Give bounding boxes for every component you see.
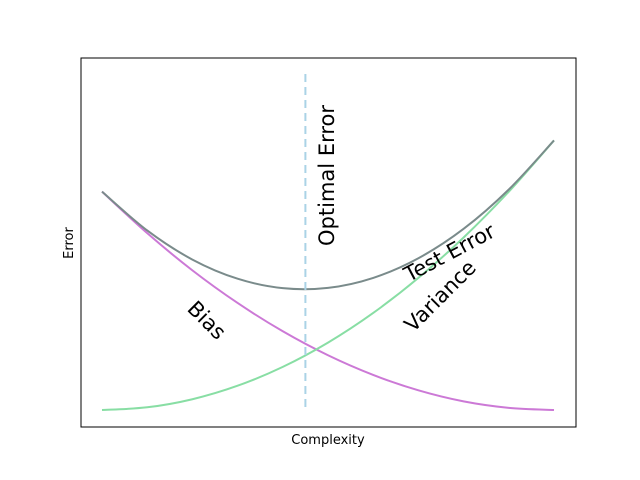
y-axis-label: Error bbox=[62, 227, 77, 259]
series-line-variance bbox=[101, 139, 555, 411]
plot-frame bbox=[80, 57, 577, 428]
x-axis-label: Complexity bbox=[291, 433, 365, 448]
series-layer bbox=[101, 139, 555, 411]
annotation-bias: Bias bbox=[183, 296, 231, 344]
annotation-optimal-error: Optimal Error bbox=[315, 105, 339, 246]
series-line-test-error bbox=[101, 139, 555, 291]
series-line-bias bbox=[101, 190, 555, 411]
